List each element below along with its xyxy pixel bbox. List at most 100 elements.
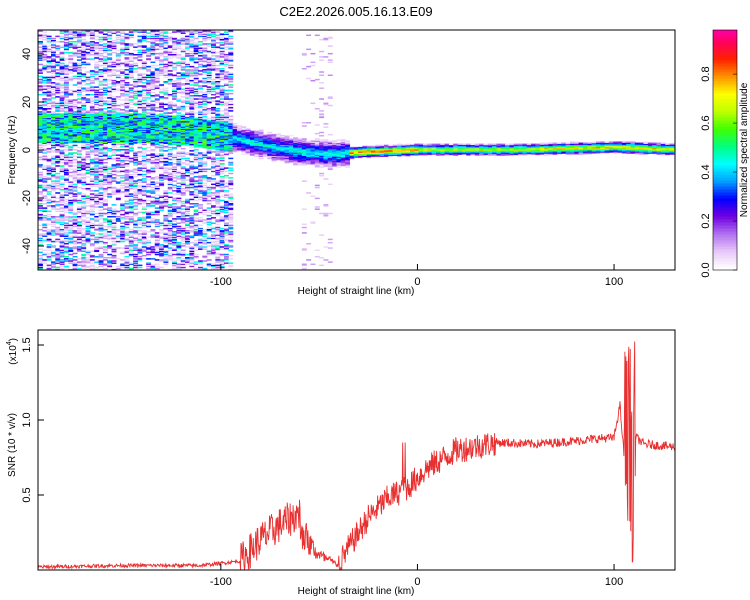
- heatmap-cell: [55, 252, 61, 255]
- heatmap-cell: [111, 82, 117, 84]
- heatmap-cell: [68, 123, 74, 125]
- heatmap-cell: [185, 261, 190, 263]
- heatmap-cell: [124, 183, 130, 186]
- heatmap-cell: [154, 250, 160, 253]
- heatmap-cell: [189, 124, 195, 126]
- heatmap-cell: [63, 119, 69, 122]
- heatmap-cell: [146, 82, 152, 84]
- heatmap-cell: [163, 233, 169, 235]
- heatmap-cell: [72, 125, 78, 127]
- heatmap-cell: [124, 245, 130, 247]
- heatmap-cell: [124, 149, 130, 151]
- heatmap-cell: [193, 123, 199, 125]
- heatmap-cell: [63, 73, 69, 75]
- heatmap-cell: [202, 254, 208, 257]
- heatmap-cell: [72, 131, 78, 134]
- heatmap-cell: [176, 211, 182, 214]
- heatmap-cell: [172, 124, 178, 126]
- heatmap-cell: [176, 163, 182, 165]
- heatmap-cell: [154, 59, 160, 61]
- heatmap-cell: [133, 260, 139, 262]
- heatmap-cell: [85, 262, 91, 264]
- heatmap-cell: [94, 30, 100, 32]
- heatmap-cell: [94, 266, 100, 269]
- heatmap-cell: [154, 87, 160, 89]
- heatmap-cell: [124, 178, 130, 180]
- heatmap-cell: [85, 90, 91, 93]
- heatmap-cell: [180, 32, 186, 34]
- heatmap-cell: [85, 144, 91, 147]
- heatmap-cell: [133, 126, 139, 128]
- heatmap-cell: [59, 196, 65, 199]
- heatmap-cell: [180, 126, 186, 128]
- heatmap-cell: [133, 233, 139, 235]
- heatmap-cell: [141, 166, 147, 168]
- heatmap-cell: [167, 112, 173, 114]
- heatmap-cell: [107, 61, 113, 64]
- heatmap-cell: [85, 136, 91, 138]
- heatmap-cell: [198, 164, 203, 166]
- heatmap-cell: [85, 153, 91, 155]
- heatmap-cell: [189, 127, 195, 129]
- heatmap-cell: [68, 176, 74, 178]
- heatmap-cell: [137, 139, 143, 141]
- heatmap-cell: [202, 237, 208, 240]
- heatmap-cell: [128, 147, 134, 150]
- heatmap-cell: [159, 248, 165, 250]
- heatmap-cell: [59, 73, 65, 75]
- heatmap-cell: [115, 63, 121, 66]
- heatmap-cell: [63, 247, 69, 249]
- heatmap-cell: [76, 178, 82, 180]
- heatmap-cell: [102, 72, 108, 74]
- heatmap-cell: [180, 238, 186, 241]
- heatmap-cell: [206, 36, 212, 39]
- heatmap-cell: [94, 147, 100, 150]
- heatmap-cell: [102, 103, 108, 106]
- heatmap-cell: [76, 241, 82, 244]
- heatmap-cell: [63, 104, 69, 107]
- heatmap-cell: [94, 152, 100, 154]
- heatmap-cell: [189, 154, 195, 156]
- heatmap-cell: [185, 133, 190, 136]
- heatmap-cell: [180, 266, 186, 269]
- heatmap-cell: [202, 141, 208, 143]
- heatmap-cell: [85, 71, 91, 73]
- heatmap-cell: [94, 123, 100, 125]
- heatmap-cell: [172, 168, 178, 170]
- heatmap-cell: [63, 129, 69, 132]
- heatmap-cell: [128, 150, 134, 152]
- heatmap-cell: [163, 177, 169, 179]
- heatmap-cell: [102, 84, 108, 86]
- heatmap-cell: [68, 135, 74, 137]
- heatmap-cell: [198, 74, 203, 76]
- heatmap-cell: [120, 43, 126, 45]
- heatmap-cell: [55, 182, 61, 184]
- heatmap-cell: [137, 114, 143, 116]
- heatmap-cell: [189, 98, 195, 100]
- heatmap-cell: [180, 237, 186, 240]
- heatmap-cell: [176, 124, 182, 126]
- heatmap-cell: [176, 91, 182, 94]
- heatmap-cell: [167, 163, 173, 165]
- heatmap-cell: [38, 177, 43, 179]
- heatmap-cell: [63, 204, 69, 206]
- heatmap-cell: [50, 162, 56, 164]
- heatmap-cell: [38, 37, 43, 40]
- heatmap-cell: [102, 154, 108, 156]
- heatmap-cell: [115, 104, 121, 107]
- heatmap-cell: [46, 238, 52, 241]
- heatmap-cell: [94, 141, 100, 143]
- heatmap-cell: [59, 143, 65, 146]
- heatmap-cell: [180, 36, 186, 39]
- heatmap-cell: [202, 165, 208, 167]
- heatmap-cell: [133, 164, 139, 166]
- heatmap-cell: [115, 140, 121, 142]
- heatmap-cell: [133, 130, 139, 133]
- heatmap-cell: [193, 112, 199, 114]
- heatmap-cell: [176, 230, 182, 232]
- heatmap-cell: [85, 141, 91, 143]
- heatmap-cell: [193, 239, 199, 242]
- heatmap-cell: [176, 178, 182, 180]
- heatmap-cell: [94, 163, 100, 165]
- heatmap-cell: [128, 59, 134, 61]
